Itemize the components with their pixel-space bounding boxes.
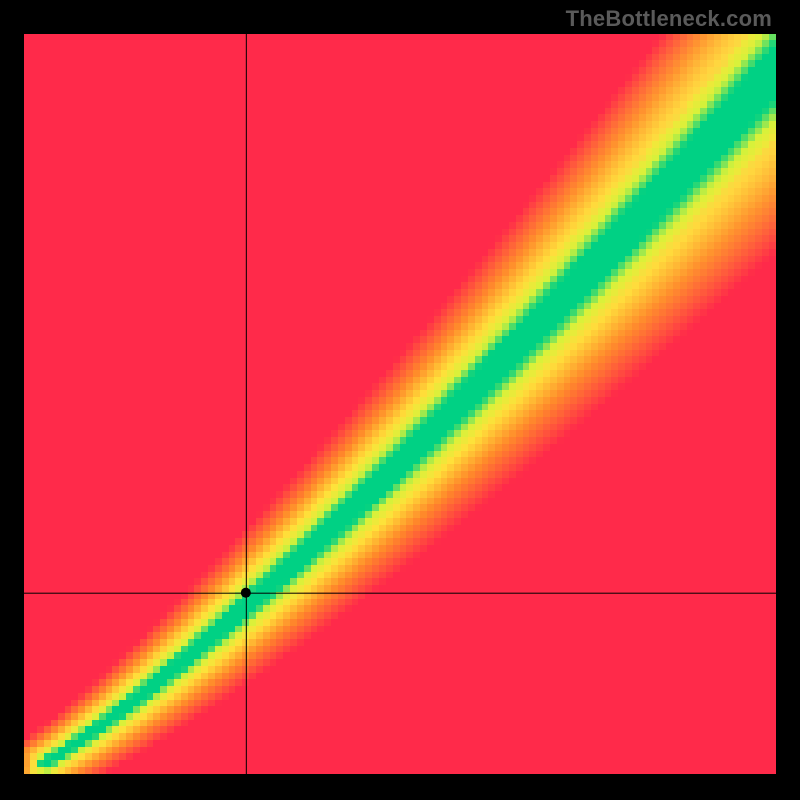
watermark-text: TheBottleneck.com bbox=[566, 6, 772, 32]
bottleneck-heatmap bbox=[24, 34, 776, 774]
plot-area bbox=[24, 34, 776, 774]
chart-stage: { "watermark": { "text": "TheBottleneck.… bbox=[0, 0, 800, 800]
